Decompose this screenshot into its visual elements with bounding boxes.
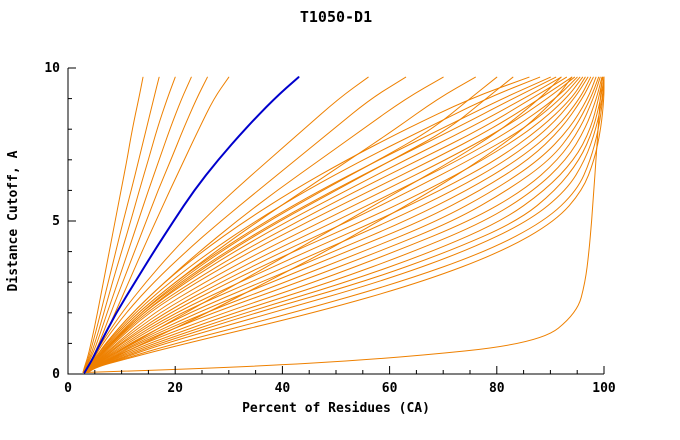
model-curve [87, 76, 605, 373]
model-curve [83, 76, 192, 373]
y-tick-label: 5 [52, 214, 60, 229]
x-tick-label: 20 [167, 381, 183, 396]
model-curve [87, 76, 605, 373]
model-curve [84, 76, 476, 373]
model-curve [84, 76, 530, 373]
model-curve [85, 76, 567, 373]
x-tick-label: 40 [275, 381, 291, 396]
model-curve [84, 76, 541, 373]
model-curve [86, 76, 601, 373]
model-curve [86, 76, 592, 373]
model-curve [87, 76, 605, 373]
model-curve [82, 76, 144, 373]
model-curve [83, 76, 603, 373]
x-tick-label: 100 [592, 381, 616, 396]
x-axis-label: Percent of Residues (CA) [242, 401, 430, 416]
model-curve [86, 76, 600, 373]
model-curve [85, 76, 575, 373]
model-curve [85, 76, 578, 373]
model-curve [85, 76, 562, 373]
y-axis-label: Distance Cutoff, A [6, 150, 21, 291]
x-tick-label: 60 [382, 381, 398, 396]
model-curve [86, 76, 584, 373]
model-curve [85, 76, 581, 373]
model-curve [83, 76, 176, 373]
model-curve [85, 76, 557, 373]
y-tick-label: 0 [52, 367, 60, 382]
x-tick-label: 0 [64, 381, 72, 396]
model-curve [84, 76, 407, 373]
model-curve [86, 76, 589, 373]
chart-title: T1050-D1 [300, 8, 372, 26]
x-tick-label: 80 [489, 381, 505, 396]
model-curve [85, 76, 573, 373]
model-curve [85, 76, 551, 373]
highlight-curve [83, 76, 300, 374]
model-curve [82, 76, 160, 373]
model-curve [85, 76, 562, 373]
model-curve [87, 76, 604, 373]
model-curve [86, 76, 597, 373]
model-curve [87, 76, 603, 373]
model-curve [86, 76, 594, 373]
model-curve [87, 76, 605, 373]
y-tick-label: 10 [44, 61, 60, 76]
model-curve [86, 76, 586, 373]
